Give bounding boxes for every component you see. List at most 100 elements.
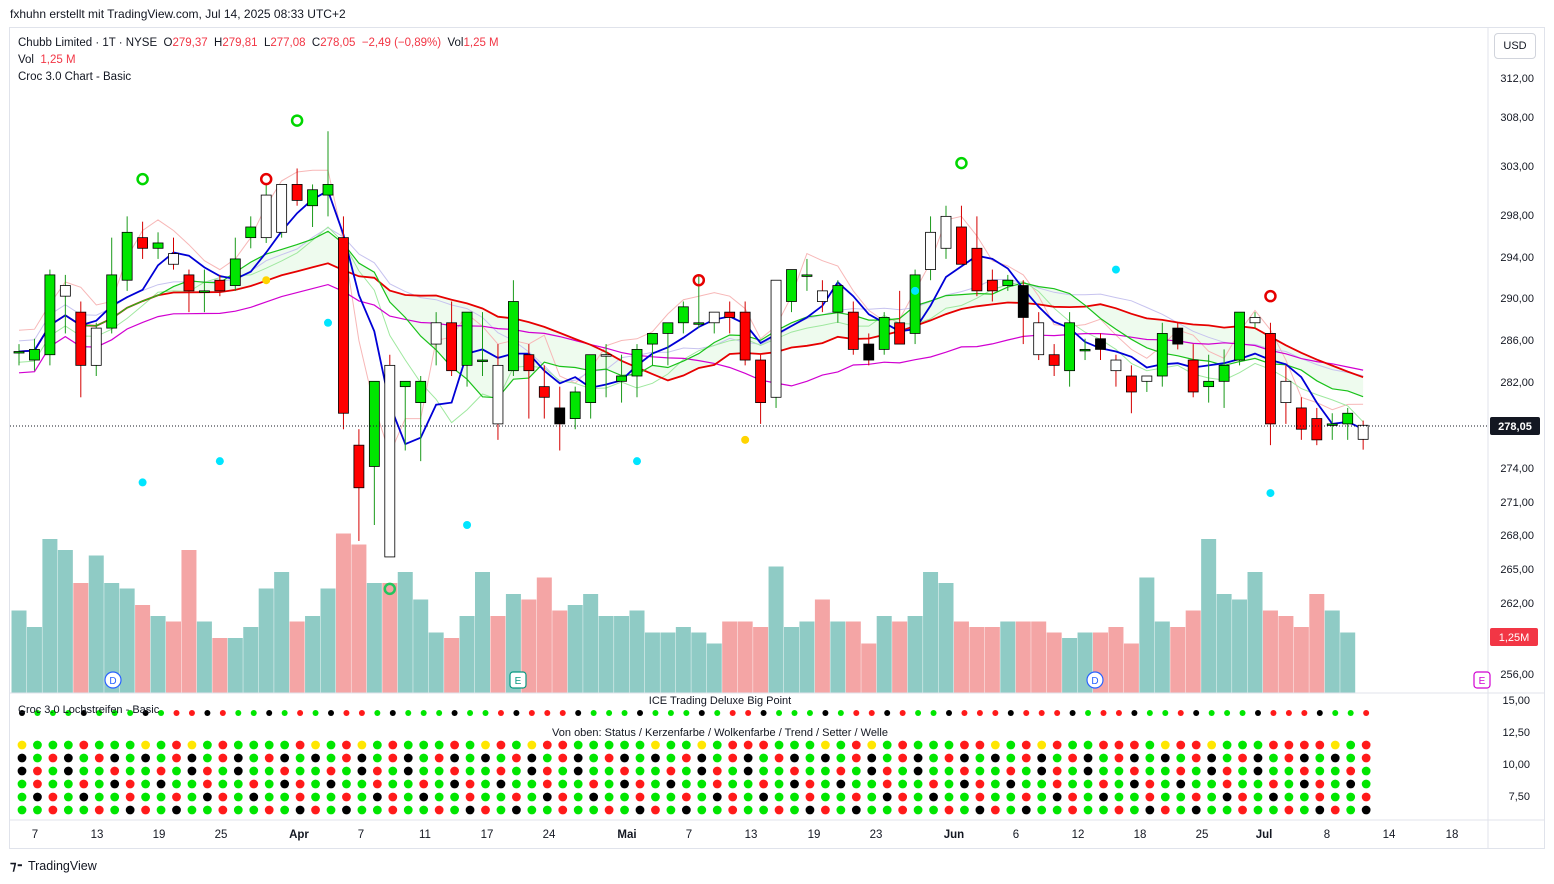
price-axis[interactable]: 312,00 308,00 303,00 298,00 294,00 290,00 286,… <box>1490 73 1540 681</box>
punchcard-dot <box>1284 753 1294 763</box>
event-badges[interactable]: D DE E <box>104 671 1491 689</box>
punchcard-dot <box>666 805 676 815</box>
punchcard-dot <box>1361 779 1371 789</box>
punchcard-dot <box>1099 740 1108 750</box>
punchcard-dot <box>697 792 707 802</box>
punchcard-dot <box>635 805 645 815</box>
punchcard-dot <box>712 766 722 776</box>
last-price-badge: 278,05 <box>1498 421 1532 433</box>
punchcard-dot <box>342 740 351 750</box>
punchcard-dot <box>573 766 583 776</box>
candle-body <box>1249 317 1261 324</box>
time-tick: 6 <box>1013 829 1019 841</box>
punchcard-dot <box>681 792 691 802</box>
punchcard-dot <box>1238 779 1247 789</box>
punchcard-dot <box>481 805 490 815</box>
candles[interactable] <box>13 131 1369 558</box>
punchcard-dot <box>450 805 459 815</box>
punchcard-dot <box>203 753 212 763</box>
tradingview-logo[interactable]: ⁊⁃ TradingView <box>10 858 97 874</box>
chart-frame <box>9 27 1545 849</box>
punchcard-dot <box>1222 805 1232 815</box>
candle-body <box>353 444 365 489</box>
volume-bar <box>552 610 568 693</box>
volume-bar <box>104 583 120 693</box>
status-dot <box>1285 710 1292 716</box>
volume-bar <box>784 627 799 693</box>
punchcard-dot <box>94 792 104 802</box>
punchcard-dot <box>1222 792 1232 802</box>
symbol-label[interactable]: Chubb Limited · 1T · NYSE <box>18 37 158 49</box>
status-dot <box>127 710 134 716</box>
punchcard-dot <box>233 779 243 789</box>
volume-bar <box>135 605 151 693</box>
currency-button[interactable]: USD <box>1494 33 1536 59</box>
punchcard-dot <box>1099 753 1108 763</box>
candle-body <box>229 258 241 286</box>
punchcard-dot <box>1207 753 1217 763</box>
punchcard-dot <box>1191 779 1201 789</box>
status-dot <box>1347 710 1354 716</box>
punchcard-dot <box>388 792 398 802</box>
punchcard-dot <box>975 766 985 776</box>
volume-bar <box>1309 594 1325 693</box>
punchcard-dot <box>728 753 738 763</box>
signal-ring <box>259 172 273 186</box>
punchcard-dot <box>481 740 490 750</box>
punchcard-dot <box>558 753 568 763</box>
punchcard-dot <box>311 766 320 776</box>
punchcard-dot <box>1330 766 1340 776</box>
punchcard-dot <box>527 766 537 776</box>
status-dot <box>745 710 752 716</box>
status-dot <box>266 710 273 716</box>
punchcard-dot <box>604 779 614 789</box>
punchcard-dot <box>311 792 320 802</box>
status-dot <box>374 710 381 716</box>
punchcard-dot <box>604 792 614 802</box>
volume-indicator-label[interactable]: Vol <box>18 54 34 66</box>
cloud-area <box>19 231 1364 398</box>
punchcard-dot <box>79 805 89 815</box>
punchcard-dot <box>79 753 89 763</box>
legend-indicator-row[interactable]: Croc 3.0 Chart - Basic <box>18 71 132 83</box>
punchcard-dot <box>450 753 459 763</box>
punchcard-dot <box>481 766 490 776</box>
punchcard-dot <box>558 766 568 776</box>
punchcard-dot <box>1083 753 1093 763</box>
volume-bar <box>799 621 815 693</box>
punchcard-dot <box>1207 779 1217 789</box>
punchcard-dot <box>141 753 151 763</box>
punchcard-dot <box>1160 779 1170 789</box>
candle-body <box>1218 364 1230 382</box>
punchcard-dot <box>1006 805 1016 815</box>
punchcard-dot <box>141 779 151 789</box>
punchcard-dot <box>651 805 660 815</box>
punchcard-dot <box>728 740 738 750</box>
candle-body <box>971 247 983 292</box>
punchcard-dot <box>233 740 243 750</box>
pane2-subtitle: Von oben: Status / Kerzenfarbe / Wolkenf… <box>552 727 888 739</box>
candle-body <box>13 351 25 354</box>
punchcard-dot <box>589 766 599 776</box>
punchcard-dot <box>94 766 104 776</box>
punchcard-dot <box>419 792 429 802</box>
volume-bar <box>26 627 42 693</box>
status-dot <box>915 710 922 716</box>
signal-markers <box>136 114 1277 596</box>
candle-body <box>693 322 705 325</box>
punchcard-dot <box>156 740 166 750</box>
punchcard-dot <box>249 753 259 763</box>
punchcard-dot <box>1299 792 1309 802</box>
punchcard-dot <box>836 792 846 802</box>
time-axis[interactable]: 7 13 19 25 Apr 7 11 17 24 Mai 7 13 19 23 Jun 6 12 18 25 Jul… <box>32 829 1459 841</box>
punchcard-dot <box>1176 779 1186 789</box>
punchcard-dot <box>712 753 722 763</box>
punchcard-dot <box>1145 753 1155 763</box>
open-value: 279,37 <box>172 37 208 49</box>
status-dot <box>729 710 736 716</box>
status-dot <box>111 710 118 716</box>
punchcard-dot <box>1037 740 1047 750</box>
line-blue <box>18 189 1364 446</box>
punchcard-dot <box>465 766 475 776</box>
